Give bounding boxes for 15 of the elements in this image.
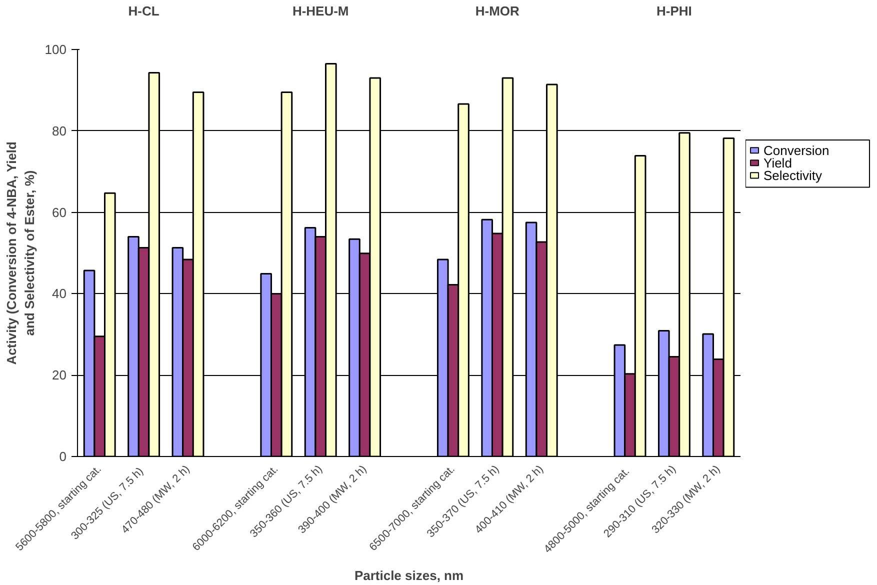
y-tick-label: 20 [52, 368, 67, 383]
y-tick-label: 0 [59, 449, 67, 464]
y-axis-title: Activity (Conversion of 4-NBA, Yield and Selectivity of Ester, %) [4, 141, 37, 365]
x-axis-title: Particle sizes, nm [354, 568, 464, 583]
y-tick-label: 100 [44, 42, 67, 57]
text: H-HEU-M [292, 4, 349, 18]
legend-label: Conversion [764, 142, 830, 158]
y-tick-label: 60 [52, 204, 67, 220]
y-tick-label: 80 [52, 123, 67, 138]
text: H-MOR [475, 4, 520, 18]
legend-label: Selectivity [764, 168, 823, 183]
text: H-PHI [656, 4, 692, 18]
text: H-CL [128, 4, 160, 18]
y-tick-label: 40 [52, 286, 67, 302]
legend-label: Yield [764, 155, 792, 170]
